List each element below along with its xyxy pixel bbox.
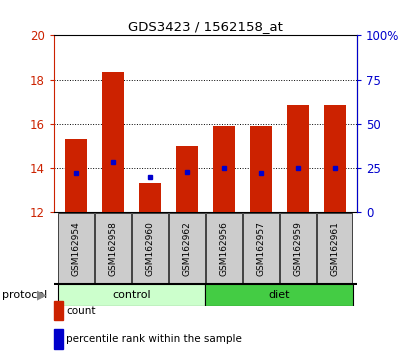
- FancyBboxPatch shape: [280, 213, 315, 284]
- Text: GSM162957: GSM162957: [256, 221, 265, 276]
- Text: GSM162956: GSM162956: [220, 221, 228, 276]
- Bar: [139, 183, 161, 212]
- Text: count: count: [66, 306, 96, 316]
- FancyBboxPatch shape: [95, 213, 131, 284]
- Text: ▶: ▶: [37, 288, 47, 301]
- Bar: [287, 105, 309, 212]
- FancyBboxPatch shape: [206, 213, 242, 284]
- FancyBboxPatch shape: [59, 213, 94, 284]
- Bar: [58, 284, 205, 306]
- Bar: [176, 146, 198, 212]
- Bar: [65, 139, 87, 212]
- Bar: [250, 126, 272, 212]
- Bar: [102, 72, 124, 212]
- Text: GSM162960: GSM162960: [146, 221, 154, 276]
- Text: diet: diet: [269, 290, 290, 300]
- FancyBboxPatch shape: [317, 213, 352, 284]
- Title: GDS3423 / 1562158_at: GDS3423 / 1562158_at: [128, 20, 283, 33]
- Text: percentile rank within the sample: percentile rank within the sample: [66, 334, 242, 344]
- Text: GSM162958: GSM162958: [109, 221, 117, 276]
- Text: protocol: protocol: [2, 290, 47, 299]
- Text: GSM162954: GSM162954: [72, 221, 81, 276]
- FancyBboxPatch shape: [243, 213, 278, 284]
- FancyBboxPatch shape: [169, 213, 205, 284]
- Bar: [324, 105, 346, 212]
- Text: GSM162962: GSM162962: [183, 221, 191, 276]
- Bar: [213, 126, 235, 212]
- Text: GSM162961: GSM162961: [330, 221, 339, 276]
- Text: control: control: [112, 290, 151, 300]
- Text: GSM162959: GSM162959: [293, 221, 302, 276]
- FancyBboxPatch shape: [132, 213, 168, 284]
- Bar: [205, 284, 353, 306]
